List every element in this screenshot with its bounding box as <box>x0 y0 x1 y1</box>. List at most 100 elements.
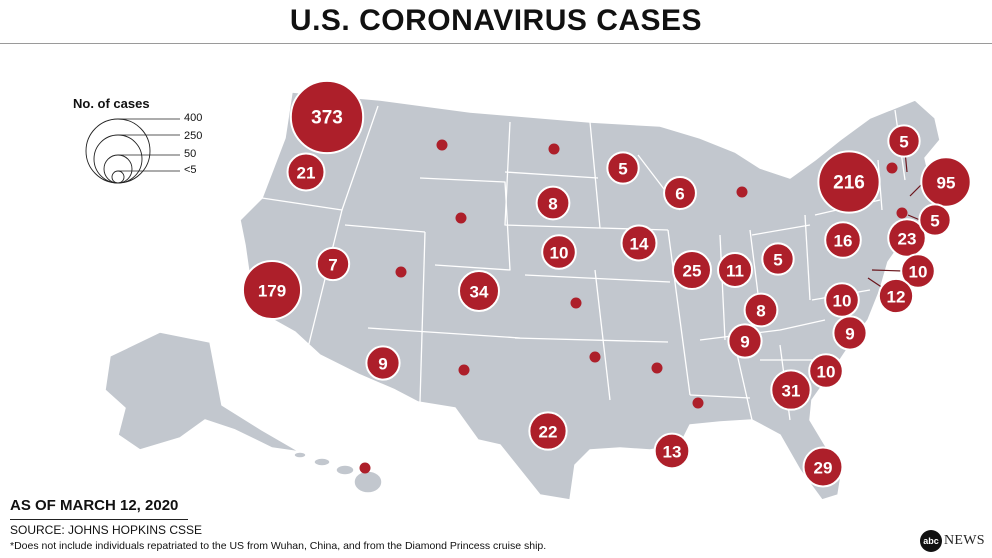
bubble-pennsylvania: 16 <box>824 221 862 259</box>
bubble-label-new-hampshire: 5 <box>899 133 908 152</box>
legend-label-1: 400 <box>184 112 202 124</box>
map-title: U.S. CORONAVIRUS CASES <box>289 4 703 37</box>
abc-news-wordmark: NEWS <box>944 533 985 548</box>
bubble-mississippi <box>692 397 704 409</box>
legend-label-4: <5 <box>184 164 197 176</box>
bubble-label-california: 179 <box>258 282 286 301</box>
bubble-circle-hawaii <box>359 462 371 474</box>
bubble-circle-south-carolina <box>808 353 844 389</box>
bubble-connecticut <box>896 207 908 219</box>
bubble-kentucky: 8 <box>743 292 779 328</box>
bubble-label-maryland: 12 <box>887 288 906 307</box>
bubble-label-indiana: 11 <box>726 262 744 281</box>
as-of-underline <box>10 519 188 520</box>
bubble-south-carolina: 10 <box>808 353 844 389</box>
bubble-circle-south-dakota <box>535 185 571 221</box>
bubble-nevada: 7 <box>315 246 351 282</box>
bubble-label-iowa: 14 <box>630 235 649 254</box>
bubble-circle-new-hampshire <box>887 124 921 158</box>
bubble-nebraska: 10 <box>541 234 577 270</box>
bubble-rhode-island: 5 <box>918 203 952 237</box>
bubble-hawaii <box>359 462 371 474</box>
bubble-circle-north-dakota <box>548 143 560 155</box>
bubble-indiana: 11 <box>717 252 753 288</box>
bubble-label-louisiana: 13 <box>663 443 682 462</box>
bubble-circle-connecticut <box>896 207 908 219</box>
bubble-circle-florida <box>802 446 844 488</box>
bubble-label-district-of-columbia: 10 <box>909 263 928 282</box>
bubble-new-hampshire: 5 <box>887 124 921 158</box>
bubble-label-pennsylvania: 16 <box>834 232 853 251</box>
bubble-label-north-carolina: 9 <box>845 325 854 344</box>
bubble-circle-mississippi <box>692 397 704 409</box>
bubble-circle-michigan <box>736 186 748 198</box>
bubble-oregon: 21 <box>286 152 326 192</box>
bubble-arkansas <box>651 362 663 374</box>
bubble-circle-kentucky <box>743 292 779 328</box>
bubble-label-georgia: 31 <box>782 382 801 401</box>
legend-label-3: 50 <box>184 148 196 160</box>
bubble-circle-wyoming <box>455 212 467 224</box>
source-line: SOURCE: JOHNS HOPKINS CSSE <box>10 523 203 537</box>
bubble-circle-iowa <box>620 224 658 262</box>
bubble-label-arizona: 9 <box>378 355 387 374</box>
bubble-circle-washington <box>289 79 365 155</box>
bubble-label-nebraska: 10 <box>550 244 569 263</box>
bubble-circle-maryland <box>877 277 915 315</box>
leader-line-ri <box>907 214 921 221</box>
bubble-circle-minnesota <box>606 151 640 185</box>
bubble-label-minnesota: 5 <box>618 160 627 179</box>
bubble-circle-arizona <box>365 345 401 381</box>
bubble-new-mexico <box>458 364 470 376</box>
bubble-circle-illinois <box>672 250 712 290</box>
bubble-label-washington: 373 <box>311 108 343 129</box>
bubble-label-south-carolina: 10 <box>817 363 836 382</box>
bubble-circle-new-mexico <box>458 364 470 376</box>
bubble-illinois: 25 <box>672 250 712 290</box>
bubble-michigan <box>736 186 748 198</box>
bubble-circle-massachusetts <box>920 156 972 208</box>
bubble-tennessee: 9 <box>727 323 763 359</box>
bubble-new-jersey: 23 <box>887 218 927 258</box>
bubble-washington: 373 <box>289 79 365 155</box>
bubble-texas: 22 <box>528 411 568 451</box>
legend-ring-2 <box>93 134 143 184</box>
legend-label-2: 250 <box>184 130 202 142</box>
bubble-label-illinois: 25 <box>683 262 702 281</box>
bubble-california: 179 <box>241 259 303 321</box>
bubble-vermont <box>886 162 898 174</box>
bubble-oklahoma <box>589 351 601 363</box>
bubble-circle-vermont <box>886 162 898 174</box>
bubble-montana <box>436 139 448 151</box>
bubble-label-ohio: 5 <box>773 251 782 270</box>
bubble-circle-indiana <box>717 252 753 288</box>
bubble-minnesota: 5 <box>606 151 640 185</box>
bubble-label-nevada: 7 <box>328 256 337 275</box>
bubble-circle-wisconsin <box>663 176 697 210</box>
bubble-circle-georgia <box>770 369 812 411</box>
hawaii-islands <box>293 451 383 494</box>
legend: No. of cases 400 250 50 <5 <box>73 96 202 184</box>
bubble-label-new-york: 216 <box>833 173 865 194</box>
bubble-label-florida: 29 <box>814 459 833 478</box>
bubble-label-new-jersey: 23 <box>898 230 917 249</box>
bubble-circle-utah <box>395 266 407 278</box>
bubble-circle-district-of-columbia <box>900 253 936 289</box>
bubble-circle-kansas <box>570 297 582 309</box>
leader-line-dc <box>871 269 904 272</box>
bubble-circle-nevada <box>315 246 351 282</box>
bubble-arizona: 9 <box>365 345 401 381</box>
alaska-landmass <box>104 331 301 453</box>
bubble-label-tennessee: 9 <box>740 333 749 352</box>
bubble-label-wisconsin: 6 <box>675 185 684 204</box>
bubble-label-rhode-island: 5 <box>930 212 939 231</box>
as-of-date: AS OF MARCH 12, 2020 <box>10 497 179 514</box>
bubble-north-dakota <box>548 143 560 155</box>
bubble-circle-new-jersey <box>887 218 927 258</box>
title-divider <box>0 43 992 44</box>
bubble-wyoming <box>455 212 467 224</box>
bubble-florida: 29 <box>802 446 844 488</box>
bubble-utah <box>395 266 407 278</box>
